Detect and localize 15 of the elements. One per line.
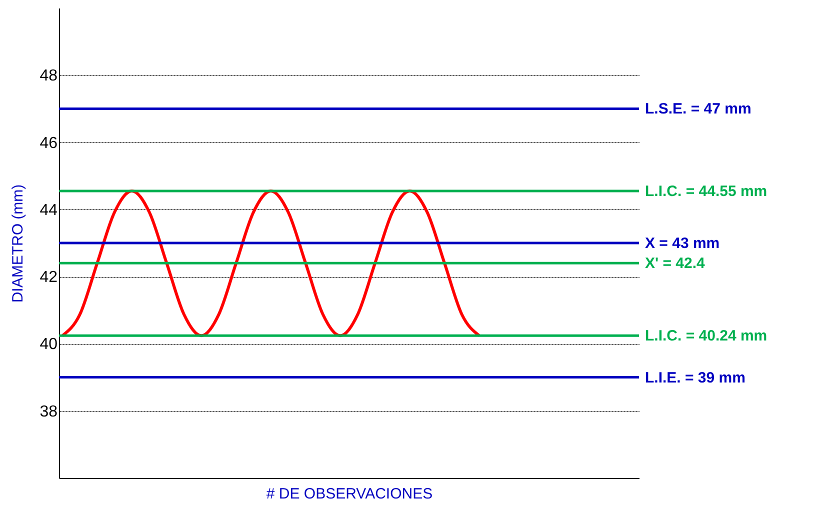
ref-line-label: L.I.C. = 40.24 mm: [645, 328, 768, 345]
y-axis-title: DIAMETRO (mm): [10, 184, 27, 303]
y-tick-label: 42: [40, 269, 58, 286]
x-axis-title: # DE OBSERVACIONES: [266, 486, 433, 502]
y-tick-label: 38: [40, 403, 58, 420]
y-tick-label: 40: [40, 336, 58, 354]
ref-line-label: L.I.C. = 44.55 mm: [645, 182, 768, 200]
line-series: [60, 189, 481, 338]
ref-line-label: L.I.E. = 39 mm: [645, 369, 746, 386]
y-tick-label: 44: [40, 202, 58, 219]
ref-line-label: X = 43 mm: [645, 235, 720, 252]
y-tick-label: 48: [40, 68, 58, 85]
y-tick-label: 46: [40, 134, 58, 152]
ref-line-label: X' = 42.4: [645, 255, 706, 272]
ref-line-label: L.S.E. = 47 mm: [645, 100, 752, 118]
